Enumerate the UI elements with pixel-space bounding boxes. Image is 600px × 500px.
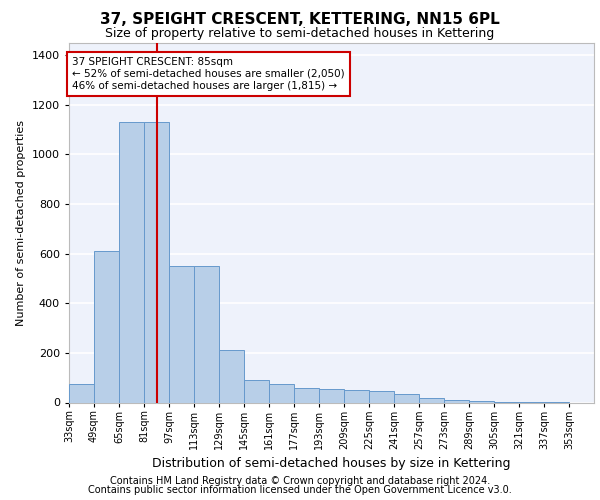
Text: 37 SPEIGHT CRESCENT: 85sqm
← 52% of semi-detached houses are smaller (2,050)
46%: 37 SPEIGHT CRESCENT: 85sqm ← 52% of semi…	[72, 58, 345, 90]
Y-axis label: Number of semi-detached properties: Number of semi-detached properties	[16, 120, 26, 326]
Text: Size of property relative to semi-detached houses in Kettering: Size of property relative to semi-detach…	[106, 28, 494, 40]
Text: Contains public sector information licensed under the Open Government Licence v3: Contains public sector information licen…	[88, 485, 512, 495]
Bar	[194, 266, 219, 402]
Bar	[394, 394, 419, 402]
X-axis label: Distribution of semi-detached houses by size in Kettering: Distribution of semi-detached houses by …	[152, 458, 511, 470]
Bar	[144, 122, 169, 402]
Bar	[244, 380, 269, 402]
Bar	[319, 389, 344, 402]
Bar	[444, 400, 469, 402]
Bar	[169, 266, 194, 402]
Bar	[369, 392, 394, 402]
Text: 37, SPEIGHT CRESCENT, KETTERING, NN15 6PL: 37, SPEIGHT CRESCENT, KETTERING, NN15 6P…	[100, 12, 500, 28]
Bar	[344, 390, 369, 402]
Bar	[419, 398, 444, 402]
Bar	[294, 388, 319, 402]
Bar	[219, 350, 244, 403]
Bar	[119, 122, 144, 402]
Text: Contains HM Land Registry data © Crown copyright and database right 2024.: Contains HM Land Registry data © Crown c…	[110, 476, 490, 486]
Bar	[94, 251, 119, 402]
Bar	[69, 384, 94, 402]
Bar	[269, 384, 294, 402]
